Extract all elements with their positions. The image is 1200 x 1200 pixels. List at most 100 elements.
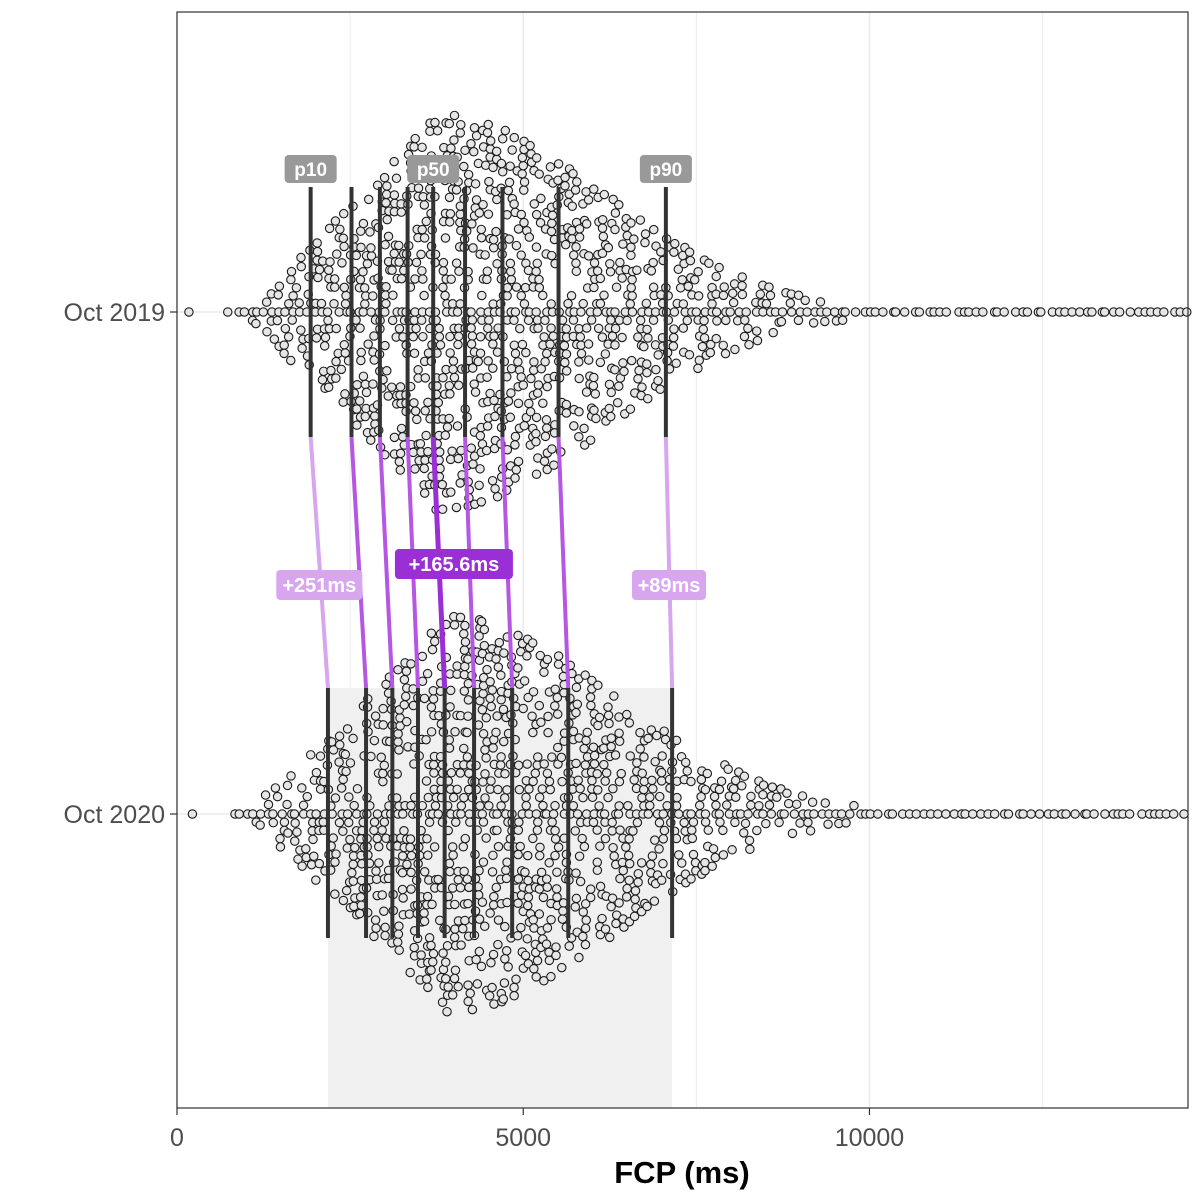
data-point [707, 861, 717, 871]
data-point [1168, 809, 1179, 819]
data-point [626, 242, 636, 252]
data-point [793, 315, 804, 326]
data-point [444, 192, 455, 203]
data-point [576, 348, 587, 359]
data-point [542, 882, 552, 892]
data-point [339, 340, 350, 350]
data-point [378, 720, 388, 730]
data-point [513, 357, 523, 367]
data-point [284, 298, 294, 309]
data-point [568, 315, 579, 325]
data-point [615, 873, 625, 884]
data-point [516, 922, 526, 933]
data-point [352, 784, 363, 794]
data-point [493, 841, 504, 852]
data-point [483, 323, 493, 334]
data-point [484, 315, 494, 325]
data-point [640, 229, 651, 239]
data-point [560, 181, 570, 191]
data-point [545, 339, 555, 349]
data-point [730, 344, 740, 355]
data-point [396, 207, 407, 217]
data-point [707, 299, 717, 309]
data-point [497, 134, 508, 144]
data-point [466, 307, 476, 317]
data-point [767, 782, 778, 792]
data-point [532, 825, 543, 836]
data-point [297, 783, 307, 793]
data-point [493, 662, 504, 672]
data-point [911, 809, 922, 819]
data-point [605, 258, 615, 269]
data-point [585, 692, 596, 702]
data-point [718, 290, 729, 301]
data-point [622, 315, 632, 326]
data-point [479, 921, 490, 932]
data-point [428, 759, 439, 770]
data-point [312, 246, 323, 257]
data-point [519, 177, 530, 187]
data-point [425, 126, 435, 137]
data-point [630, 894, 640, 905]
data-point [379, 760, 390, 771]
data-point [531, 469, 542, 479]
data-point [556, 752, 567, 763]
data-point [721, 315, 731, 326]
data-point [325, 257, 335, 267]
data-point [531, 428, 541, 439]
data-point [533, 323, 543, 333]
data-point [463, 678, 474, 689]
data-point [574, 373, 584, 384]
data-point [546, 250, 557, 261]
data-point [617, 332, 627, 343]
data-point [643, 809, 654, 819]
data-point [807, 797, 818, 807]
data-point [397, 851, 408, 861]
data-point [643, 333, 653, 343]
data-point [316, 298, 327, 309]
data-point [568, 800, 579, 811]
data-point [1100, 809, 1110, 819]
data-point [578, 907, 589, 917]
data-point [463, 654, 473, 664]
data-point [542, 923, 553, 933]
data-point [541, 423, 552, 433]
data-point [542, 654, 553, 665]
data-point [433, 809, 443, 819]
data-point [574, 232, 585, 242]
x-tick-label: 0 [170, 1124, 184, 1152]
data-point [329, 282, 340, 292]
data-point [609, 691, 619, 701]
data-point [447, 446, 457, 456]
data-point [453, 339, 463, 350]
data-point [768, 327, 778, 338]
data-point [505, 161, 515, 171]
data-point [552, 709, 563, 719]
data-point [688, 817, 699, 827]
data-point [538, 398, 548, 408]
data-point [387, 315, 398, 326]
data-point [348, 733, 358, 744]
data-point [789, 809, 800, 819]
data-point [624, 718, 635, 728]
data-point [487, 475, 498, 486]
data-point [370, 711, 381, 721]
data-point [371, 866, 381, 876]
data-point [491, 226, 501, 237]
data-point [262, 327, 272, 337]
data-point [427, 644, 438, 655]
data-point [448, 356, 459, 366]
data-point [495, 760, 506, 770]
data-point [933, 809, 943, 819]
data-point [531, 307, 541, 317]
data-point [820, 798, 831, 808]
data-point [571, 266, 582, 277]
data-point [914, 307, 925, 317]
data-point [485, 908, 495, 918]
data-point [426, 940, 436, 951]
data-point [653, 350, 663, 360]
data-point [336, 783, 347, 793]
data-point [377, 890, 387, 900]
data-point [531, 209, 542, 220]
data-point [464, 768, 474, 779]
